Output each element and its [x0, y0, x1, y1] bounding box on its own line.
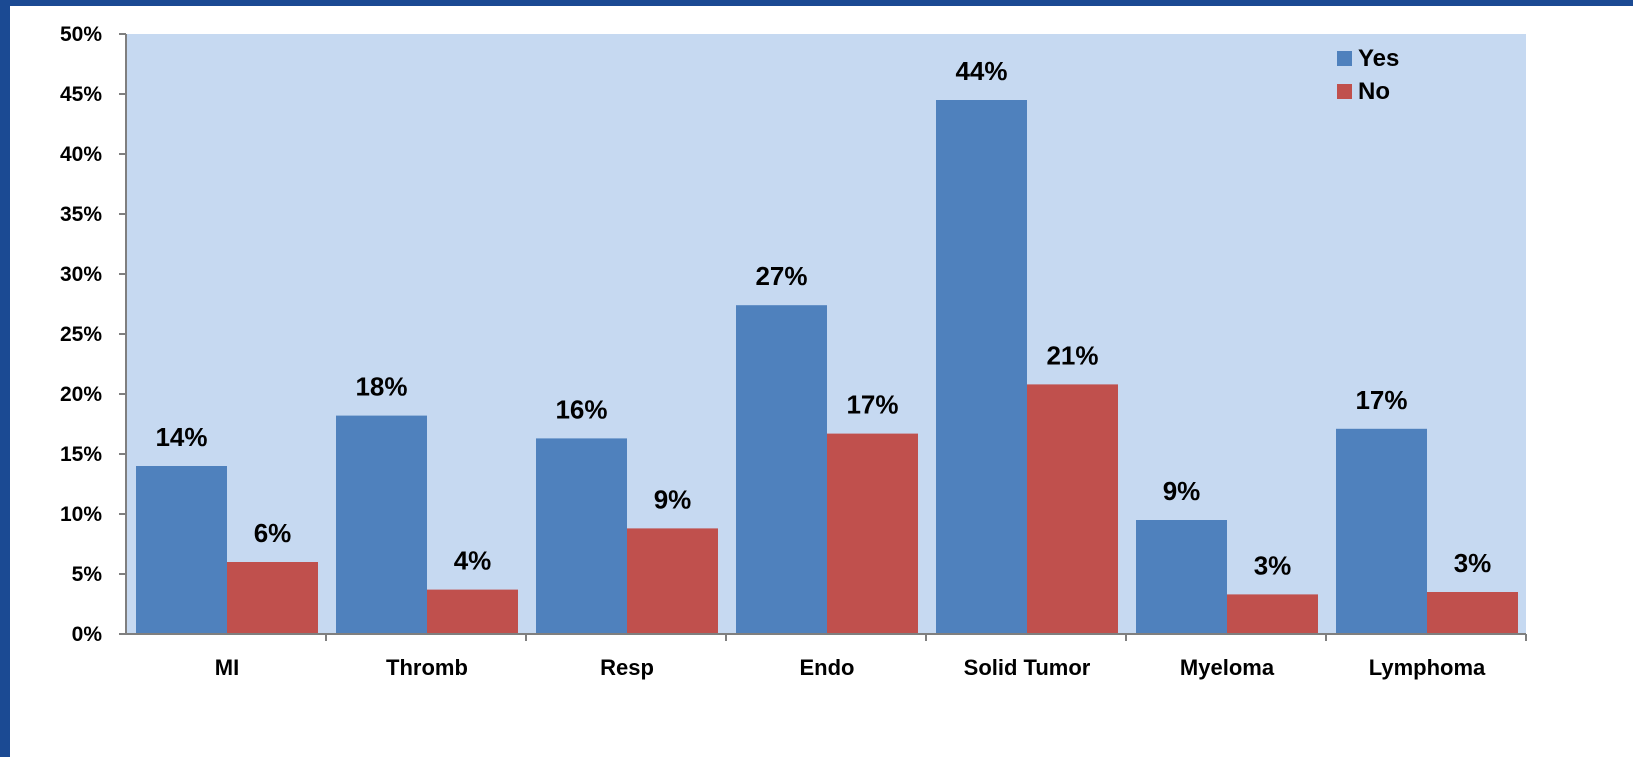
data-label: 9% — [654, 484, 692, 514]
bar-no-solid-tumor — [1027, 384, 1118, 634]
chart-frame: 14% 6% 18% 4% 16% 9% 27% 17% 44% 21% 9% 3% 17% 3% 0% 5… — [10, 6, 1633, 757]
bar-no-resp — [627, 528, 718, 634]
bar-no-myeloma — [1227, 594, 1318, 634]
y-tick-label: 10% — [60, 503, 102, 526]
bar-yes-endo — [736, 305, 827, 634]
data-label: 14% — [155, 422, 207, 452]
bar-yes-thromb — [336, 415, 427, 634]
bar-yes-lymphoma — [1336, 428, 1427, 634]
data-labels: 14% 6% 18% 4% 16% 9% 27% 17% 44% 21% 9% 3% 17% 3% — [155, 56, 1491, 580]
bar-yes-solid-tumor — [936, 100, 1027, 634]
x-tick-label: Endo — [800, 655, 855, 680]
bar-yes-myeloma — [1136, 520, 1227, 634]
bar-no-mi — [227, 562, 318, 634]
x-tick-label: Thromb — [386, 655, 468, 680]
bar-no-thromb — [427, 589, 518, 634]
bar-chart: 14% 6% 18% 4% 16% 9% 27% 17% 44% 21% 9% 3% 17% 3% 0% 5… — [60, 23, 1527, 680]
data-label: 3% — [1454, 548, 1492, 578]
legend-swatch-no — [1337, 84, 1352, 99]
y-tick-label: 40% — [60, 143, 102, 166]
x-tick-label: Myeloma — [1180, 655, 1275, 680]
data-label: 27% — [755, 261, 807, 291]
bar-yes-resp — [536, 438, 627, 634]
axes: 0% 5% 10% 15% 20% 25% 30% 35% 40% 45% 50% MI Thromb R… — [60, 23, 1527, 680]
bars — [136, 100, 1518, 634]
y-tick-label: 20% — [60, 383, 102, 406]
y-axis-ticks — [119, 33, 126, 635]
y-tick-label: 0% — [72, 623, 103, 646]
y-tick-label: 45% — [60, 83, 102, 106]
data-label: 18% — [355, 372, 407, 402]
bar-no-endo — [827, 433, 918, 634]
data-label: 21% — [1046, 340, 1098, 370]
x-tick-label: Lymphoma — [1369, 655, 1486, 680]
bar-yes-mi — [136, 466, 227, 634]
y-tick-label: 35% — [60, 203, 102, 226]
legend: Yes No — [1337, 45, 1399, 105]
x-tick-label: Solid Tumor — [964, 655, 1091, 680]
legend-label-yes: Yes — [1358, 45, 1399, 72]
data-label: 3% — [1254, 550, 1292, 580]
y-tick-label: 25% — [60, 323, 102, 346]
y-tick-label: 15% — [60, 443, 102, 466]
data-label: 17% — [1355, 385, 1407, 415]
data-label: 6% — [254, 518, 292, 548]
y-tick-label: 5% — [72, 563, 103, 586]
legend-swatch-yes — [1337, 51, 1352, 66]
y-tick-label: 50% — [60, 23, 102, 46]
x-tick-label: Resp — [600, 655, 654, 680]
x-tick-label: MI — [215, 655, 239, 680]
legend-label-no: No — [1358, 78, 1390, 105]
bar-no-lymphoma — [1427, 592, 1518, 634]
data-label: 4% — [454, 546, 492, 576]
y-tick-label: 30% — [60, 263, 102, 286]
data-label: 16% — [555, 394, 607, 424]
data-label: 17% — [846, 390, 898, 420]
data-label: 44% — [955, 56, 1007, 86]
data-label: 9% — [1163, 476, 1201, 506]
